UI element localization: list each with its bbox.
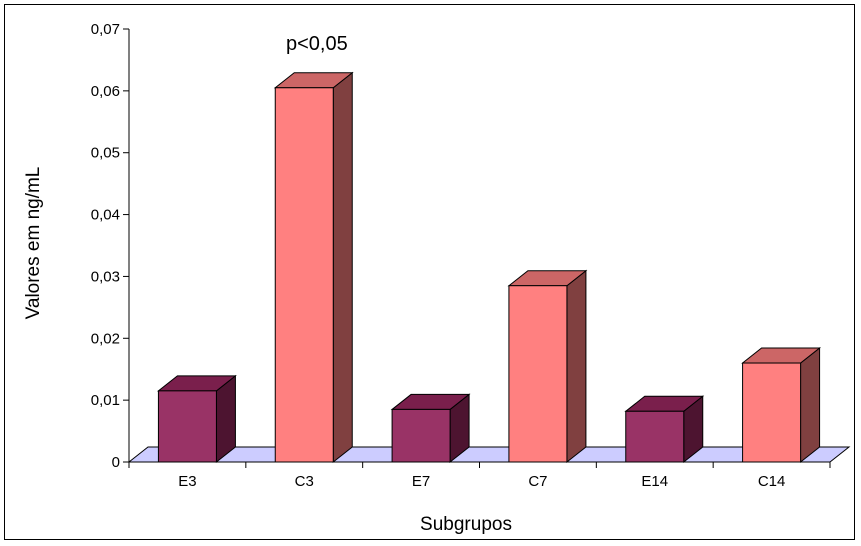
chart-floor xyxy=(127,446,851,463)
bar-front xyxy=(274,87,334,463)
bar-c7 xyxy=(507,269,588,464)
bar-c14 xyxy=(741,346,822,464)
bar-front xyxy=(625,410,685,463)
bar-front xyxy=(508,285,568,463)
y-tick-label: 0,03 xyxy=(91,268,120,285)
bar-side xyxy=(800,346,821,464)
y-tick-label: 0,02 xyxy=(91,330,120,347)
y-tick-label: 0 xyxy=(112,454,120,471)
y-axis-title: Valores em ng/mL xyxy=(23,167,44,320)
x-tick-label: C14 xyxy=(758,473,786,490)
bar-side xyxy=(566,269,587,464)
x-tick-label: C7 xyxy=(528,473,547,490)
x-tick-label: E7 xyxy=(412,473,430,490)
bar-front xyxy=(391,408,451,463)
x-tick-label: E14 xyxy=(641,473,668,490)
significance-annotation: p<0,05 xyxy=(286,33,348,55)
x-tick-label: C3 xyxy=(295,473,314,490)
bar-side xyxy=(332,71,353,464)
x-tick-label: E3 xyxy=(178,473,196,490)
y-tick-label: 0,07 xyxy=(91,21,120,38)
y-tick-label: 0,05 xyxy=(91,145,120,162)
bar-e7 xyxy=(390,393,471,464)
y-tick-label: 0,06 xyxy=(91,83,120,100)
bar-e14 xyxy=(624,395,705,464)
bar-e3 xyxy=(156,374,237,464)
y-tick-label: 0,01 xyxy=(91,392,120,409)
bar-front xyxy=(742,362,802,463)
x-axis-title: Subgrupos xyxy=(420,514,512,535)
y-tick-label: 0,04 xyxy=(91,207,120,224)
bar-c3 xyxy=(273,71,354,464)
bar-front xyxy=(157,390,217,463)
